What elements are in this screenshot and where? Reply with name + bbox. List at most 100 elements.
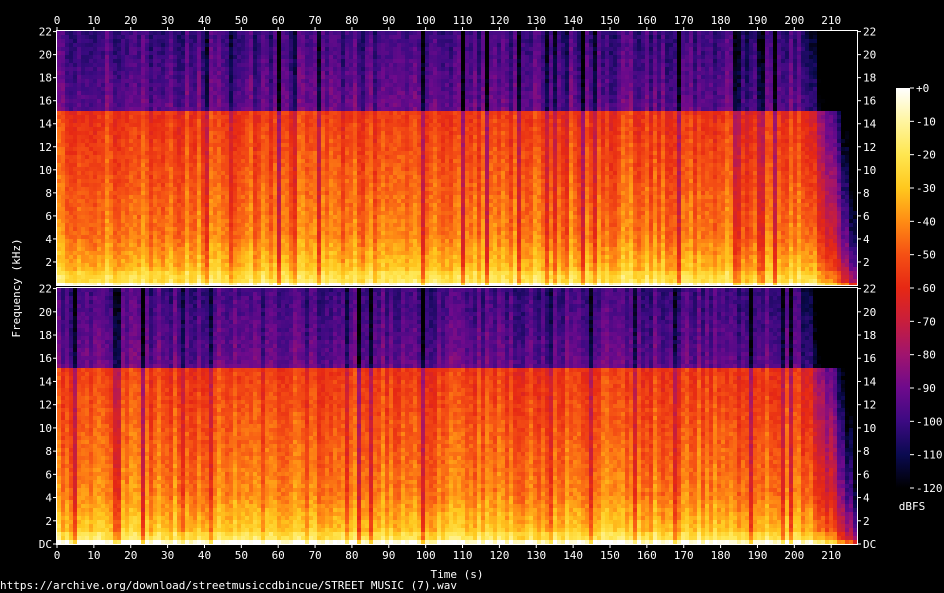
spectrogram-cell [73, 147, 77, 151]
spectrogram-cell [137, 203, 141, 207]
spectrogram-cell [137, 215, 141, 219]
spectrogram-cell [113, 107, 117, 111]
spectrogram-cell [93, 99, 97, 103]
spectrogram-cell [157, 79, 161, 83]
spectrogram-cell [61, 99, 65, 103]
spectrogram-cell [93, 239, 97, 243]
spectrogram-cell [117, 187, 121, 191]
spectrogram-cell [165, 255, 169, 259]
spectrogram-cell [173, 35, 177, 39]
spectrogram-cell [109, 263, 113, 267]
spectrogram-cell [161, 147, 165, 151]
spectrogram-cell [141, 43, 145, 47]
spectrogram-cell [97, 163, 101, 167]
spectrogram-cell [105, 255, 109, 259]
spectrogram-cell [105, 79, 109, 83]
spectrogram-cell [153, 135, 157, 139]
spectrogram-cell [157, 175, 161, 179]
spectrogram-cell [161, 95, 165, 99]
spectrogram-cell [161, 91, 165, 95]
spectrogram-cell [145, 263, 149, 267]
spectrogram-cell [85, 95, 89, 99]
spectrogram-cell [161, 67, 165, 71]
spectrogram-cell [157, 111, 161, 115]
spectrogram-cell [57, 231, 61, 235]
spectrogram-cell [105, 215, 109, 219]
spectrogram-cell [65, 179, 69, 183]
spectrogram-cell [157, 91, 161, 95]
spectrogram-cell [89, 59, 93, 63]
spectrogram-cell [141, 251, 145, 255]
spectrogram-cell [113, 95, 117, 99]
spectrogram-cell [125, 263, 129, 267]
spectrogram-cell [105, 275, 109, 279]
spectrogram-cell [121, 147, 125, 151]
spectrogram-cell [81, 51, 85, 55]
spectrogram-cell [149, 127, 153, 131]
spectrogram-cell [61, 135, 65, 139]
spectrogram-cell [65, 43, 69, 47]
spectrogram-cell [61, 191, 65, 195]
spectrogram-cell [145, 75, 149, 79]
spectrogram-cell [101, 55, 105, 59]
spectrogram-cell [69, 123, 73, 127]
spectrogram-cell [61, 151, 65, 155]
spectrogram-cell [165, 271, 169, 275]
spectrogram-cell [145, 207, 149, 211]
spectrogram-cell [69, 251, 73, 255]
spectrogram-cell [145, 187, 149, 191]
spectrogram-cell [101, 79, 105, 83]
spectrogram-cell [157, 115, 161, 119]
spectrogram-cell [149, 43, 153, 47]
spectrogram-cell [153, 271, 157, 275]
spectrogram-cell [141, 83, 145, 87]
spectrogram-cell [109, 183, 113, 187]
spectrogram-cell [145, 99, 149, 103]
spectrogram-cell [137, 55, 141, 59]
spectrogram-cell [153, 215, 157, 219]
spectrogram-cell [169, 67, 173, 71]
spectrogram-cell [101, 147, 105, 151]
spectrogram-cell [137, 271, 141, 275]
spectrogram-cell [73, 63, 77, 67]
spectrogram-cell [97, 279, 101, 283]
spectrogram-cell [145, 227, 149, 231]
spectrogram-cell [101, 47, 105, 51]
spectrogram-cell [89, 75, 93, 79]
spectrogram-cell [145, 239, 149, 243]
spectrogram-cell [109, 151, 113, 155]
spectrogram-cell [105, 203, 109, 207]
spectrogram-cell [85, 219, 89, 223]
spectrogram-cell [57, 251, 61, 255]
spectrogram-cell [153, 119, 157, 123]
spectrogram-cell [169, 219, 173, 223]
spectrogram-cell [165, 35, 169, 39]
spectrogram-cell [169, 47, 173, 51]
spectrogram-cell [133, 283, 137, 285]
spectrogram-cell [85, 203, 89, 207]
spectrogram-cell [149, 283, 153, 285]
spectrogram-cell [89, 135, 93, 139]
spectrogram-cell [77, 31, 81, 35]
spectrogram-cell [73, 243, 77, 247]
spectrogram-cell [117, 47, 121, 51]
spectrogram-cell [125, 235, 129, 239]
spectrogram-cell [105, 243, 109, 247]
spectrogram-cell [93, 267, 97, 271]
spectrogram-cell [121, 143, 125, 147]
spectrogram-cell [125, 131, 129, 135]
spectrogram-cell [81, 235, 85, 239]
spectrogram-cell [133, 39, 137, 43]
spectrogram-cell [133, 199, 137, 203]
spectrogram-cell [109, 71, 113, 75]
spectrogram-cell [117, 163, 121, 167]
spectrogram-cell [89, 163, 93, 167]
spectrogram-cell [149, 175, 153, 179]
spectrogram-cell [57, 103, 61, 107]
spectrogram-cell [169, 207, 173, 211]
spectrogram-cell [141, 143, 145, 147]
spectrogram-cell [141, 167, 145, 171]
spectrogram-cell [85, 147, 89, 151]
spectrogram-cell [129, 179, 133, 183]
spectrogram-cell [105, 279, 109, 283]
